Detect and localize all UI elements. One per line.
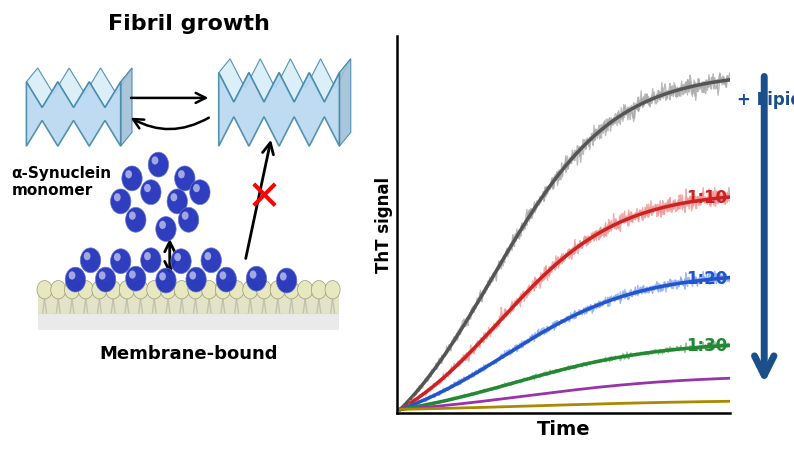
Polygon shape — [339, 60, 351, 147]
Circle shape — [156, 269, 176, 293]
Text: 1:20: 1:20 — [686, 269, 727, 287]
Circle shape — [92, 281, 107, 299]
Circle shape — [178, 171, 185, 179]
Circle shape — [129, 271, 136, 279]
Circle shape — [249, 271, 256, 279]
Text: 1:30: 1:30 — [686, 336, 727, 354]
Circle shape — [174, 281, 189, 299]
Circle shape — [171, 249, 191, 274]
Polygon shape — [218, 60, 351, 103]
Circle shape — [133, 281, 148, 299]
Circle shape — [37, 281, 52, 299]
Circle shape — [188, 281, 203, 299]
Circle shape — [193, 185, 200, 193]
Circle shape — [171, 194, 177, 202]
Circle shape — [51, 281, 66, 299]
Circle shape — [298, 281, 313, 299]
Text: Fibril growth: Fibril growth — [108, 14, 269, 34]
Circle shape — [279, 273, 287, 281]
Circle shape — [284, 281, 299, 299]
Circle shape — [186, 268, 206, 292]
Text: α-Synuclein
monomer: α-Synuclein monomer — [11, 165, 111, 197]
Text: ✕: ✕ — [247, 176, 281, 218]
Circle shape — [80, 248, 101, 273]
Circle shape — [182, 212, 189, 220]
Circle shape — [65, 268, 86, 292]
Circle shape — [159, 273, 166, 281]
Circle shape — [204, 252, 211, 261]
X-axis label: Time: Time — [537, 419, 591, 437]
Circle shape — [129, 212, 136, 220]
Circle shape — [147, 281, 162, 299]
Circle shape — [121, 167, 142, 191]
Text: + Lipids: + Lipids — [737, 90, 794, 108]
Circle shape — [256, 281, 272, 299]
Polygon shape — [26, 83, 121, 147]
Circle shape — [167, 190, 187, 214]
Circle shape — [98, 272, 106, 280]
Circle shape — [106, 281, 121, 299]
Circle shape — [125, 171, 132, 179]
Circle shape — [215, 281, 230, 299]
Circle shape — [125, 208, 146, 233]
Circle shape — [243, 281, 258, 299]
Circle shape — [95, 268, 116, 292]
Circle shape — [325, 281, 340, 299]
Circle shape — [190, 180, 210, 205]
Circle shape — [119, 281, 134, 299]
Text: Membrane-bound: Membrane-bound — [99, 344, 278, 362]
Bar — [37, 313, 339, 330]
Circle shape — [78, 281, 93, 299]
Circle shape — [246, 267, 267, 291]
Circle shape — [141, 180, 161, 205]
Circle shape — [175, 167, 195, 191]
Polygon shape — [26, 69, 132, 108]
Circle shape — [219, 272, 226, 280]
Circle shape — [174, 253, 181, 262]
Circle shape — [152, 157, 158, 165]
Circle shape — [144, 252, 151, 261]
Circle shape — [114, 253, 121, 262]
Circle shape — [202, 281, 217, 299]
Circle shape — [229, 281, 244, 299]
Circle shape — [68, 272, 75, 280]
Circle shape — [141, 248, 161, 273]
Circle shape — [276, 269, 297, 293]
Circle shape — [311, 281, 326, 299]
Circle shape — [83, 252, 91, 261]
Circle shape — [110, 190, 131, 214]
Circle shape — [144, 185, 151, 193]
Circle shape — [270, 281, 285, 299]
Circle shape — [125, 267, 146, 291]
Circle shape — [148, 153, 168, 178]
Circle shape — [160, 281, 175, 299]
Circle shape — [216, 268, 237, 292]
Polygon shape — [121, 69, 132, 147]
Circle shape — [64, 281, 79, 299]
Circle shape — [156, 217, 176, 242]
Circle shape — [201, 248, 222, 273]
Bar — [37, 289, 339, 314]
Circle shape — [189, 272, 196, 280]
Text: 1:10: 1:10 — [686, 189, 727, 207]
Circle shape — [110, 249, 131, 274]
Circle shape — [114, 194, 121, 202]
Polygon shape — [218, 73, 339, 147]
Circle shape — [179, 208, 198, 233]
Circle shape — [159, 221, 166, 230]
Y-axis label: ThT signal: ThT signal — [375, 177, 393, 273]
